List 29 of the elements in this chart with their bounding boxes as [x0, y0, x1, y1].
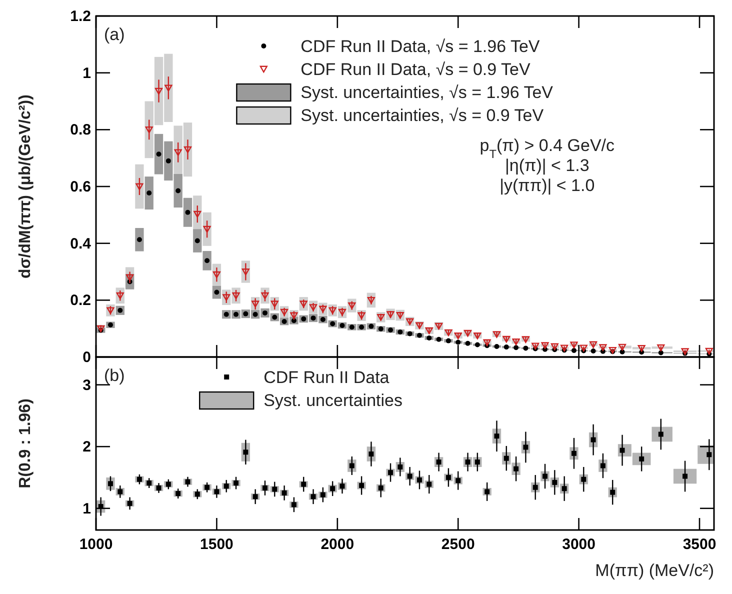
- legend-label: CDF Run II Data, √s = 0.9 TeV: [300, 60, 531, 79]
- legend-label: CDF Run II Data: [264, 368, 390, 387]
- y-tick-label: 1: [82, 64, 91, 82]
- x-tick-label: 1000: [79, 536, 113, 553]
- legend-label: Syst. uncertainties, √s = 0.9 TeV: [300, 106, 544, 125]
- legend-label: Syst. uncertainties, √s = 1.96 TeV: [300, 83, 554, 102]
- legend-label: CDF Run II Data, √s = 1.96 TeV: [300, 37, 540, 56]
- x-tick-label: 3000: [562, 536, 596, 553]
- y-tick-label: 1: [82, 500, 91, 518]
- annotation: (a): [104, 25, 125, 44]
- y-tick-label: 0.2: [70, 292, 91, 310]
- x-tick-label: 2500: [441, 536, 475, 553]
- y-tick-label: 0.4: [70, 235, 92, 252]
- annotation: |η(π)| < 1.3: [504, 156, 590, 175]
- legend-label: Syst. uncertainties: [264, 391, 403, 410]
- y-tick-label: 3: [82, 376, 91, 394]
- y-tick-label: 2: [82, 438, 91, 456]
- x-tick-label: 2000: [320, 536, 354, 553]
- annotation: |y(ππ)| < 1.0: [500, 176, 595, 195]
- y-tick-label: 0.8: [70, 122, 91, 139]
- y-axis-title: dσ/dM(ππ) (μb/(GeV/c²)): [17, 94, 34, 278]
- x-tick-label: 3500: [682, 536, 716, 553]
- y-tick-label: 1.2: [70, 8, 91, 25]
- x-tick-label: 1500: [200, 536, 234, 553]
- annotation: (b): [104, 366, 125, 385]
- y-tick-label: 0: [82, 349, 91, 366]
- x-axis-title: M(ππ) (MeV/c²): [595, 561, 714, 580]
- y-axis-title: R(0.9 : 1.96): [17, 398, 34, 488]
- y-tick-label: 0.6: [70, 178, 91, 196]
